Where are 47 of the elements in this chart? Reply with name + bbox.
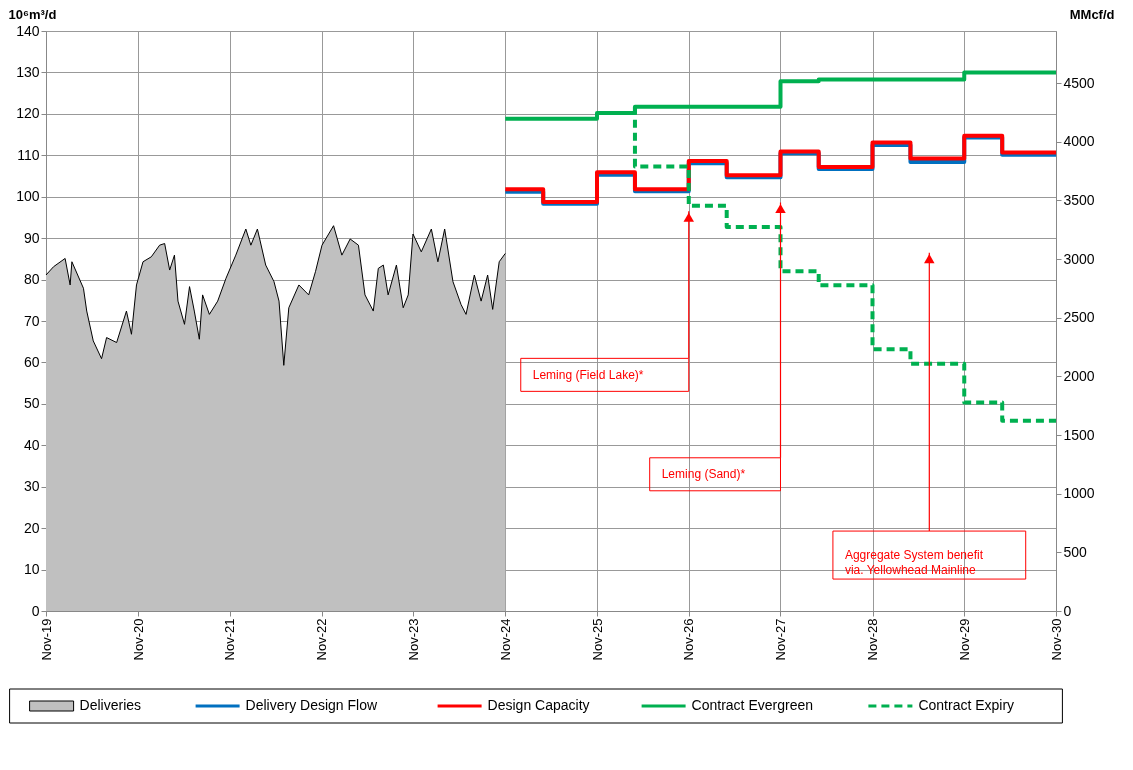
y-tick-label: 90 [23, 229, 40, 246]
y-tick-label: 100 [16, 188, 40, 205]
x-tick-label: Nov-19 [38, 618, 54, 661]
y2-tick-label: 1500 [1063, 426, 1095, 443]
y-axis-title: 10⁶m³/d [8, 6, 57, 22]
y-tick-label: 30 [23, 478, 40, 495]
y-tick-label: 80 [23, 271, 40, 288]
y-tick-label: 130 [16, 63, 40, 80]
x-tick-label: Nov-27 [773, 618, 788, 661]
legend-label: Contract Evergreen [691, 697, 814, 713]
y2-tick-label: 2000 [1063, 367, 1095, 384]
x-tick-label: Nov-26 [681, 618, 697, 661]
y2-tick-label: 4000 [1063, 133, 1095, 150]
y-tick-label: 20 [23, 519, 40, 536]
y2-tick-label: 2500 [1063, 309, 1095, 326]
y-tick-label: 140 [16, 22, 40, 39]
legend-label: Contract Expiry [918, 697, 1015, 713]
annotation: Aggregate System benefit via. Yellowhead Mainline [844, 548, 984, 578]
y-tick-label: 60 [23, 353, 40, 370]
x-tick-label: Nov-30 [1048, 618, 1064, 661]
annotation: Leming (Field Lake)* [532, 367, 644, 382]
x-tick-label: Nov-21 [222, 618, 238, 661]
legend-label: Deliveries [79, 697, 142, 713]
y-tick-label: 120 [16, 105, 40, 122]
y2-tick-label: 3000 [1063, 250, 1095, 267]
annotation: Leming (Sand)* [661, 467, 746, 482]
y2-axis-title: MMcf/d [1069, 6, 1115, 22]
y2-tick-label: 0 [1063, 602, 1072, 619]
y-tick-label: 10 [23, 561, 40, 578]
x-tick-label: Nov-20 [130, 618, 146, 661]
y2-tick-label: 500 [1063, 543, 1088, 560]
legend-label: Delivery Design Flow [245, 697, 378, 713]
legend-label: Design Capacity [487, 697, 590, 713]
x-tick-label: Nov-24 [497, 618, 513, 661]
y2-tick-label: 4500 [1063, 74, 1095, 91]
y2-tick-label: 1000 [1063, 485, 1095, 502]
y-tick-label: 0 [31, 602, 40, 619]
x-tick-label: Nov-23 [405, 618, 421, 661]
y-tick-label: 50 [23, 395, 40, 412]
x-tick-label: Nov-25 [589, 618, 605, 661]
x-tick-label: Nov-22 [314, 618, 329, 661]
y-tick-label: 110 [17, 146, 40, 163]
y2-tick-label: 3500 [1063, 191, 1095, 208]
y-tick-label: 40 [23, 436, 40, 453]
x-tick-label: Nov-29 [956, 618, 972, 661]
y-tick-label: 70 [23, 312, 40, 329]
x-tick-label: Nov-28 [865, 618, 880, 661]
